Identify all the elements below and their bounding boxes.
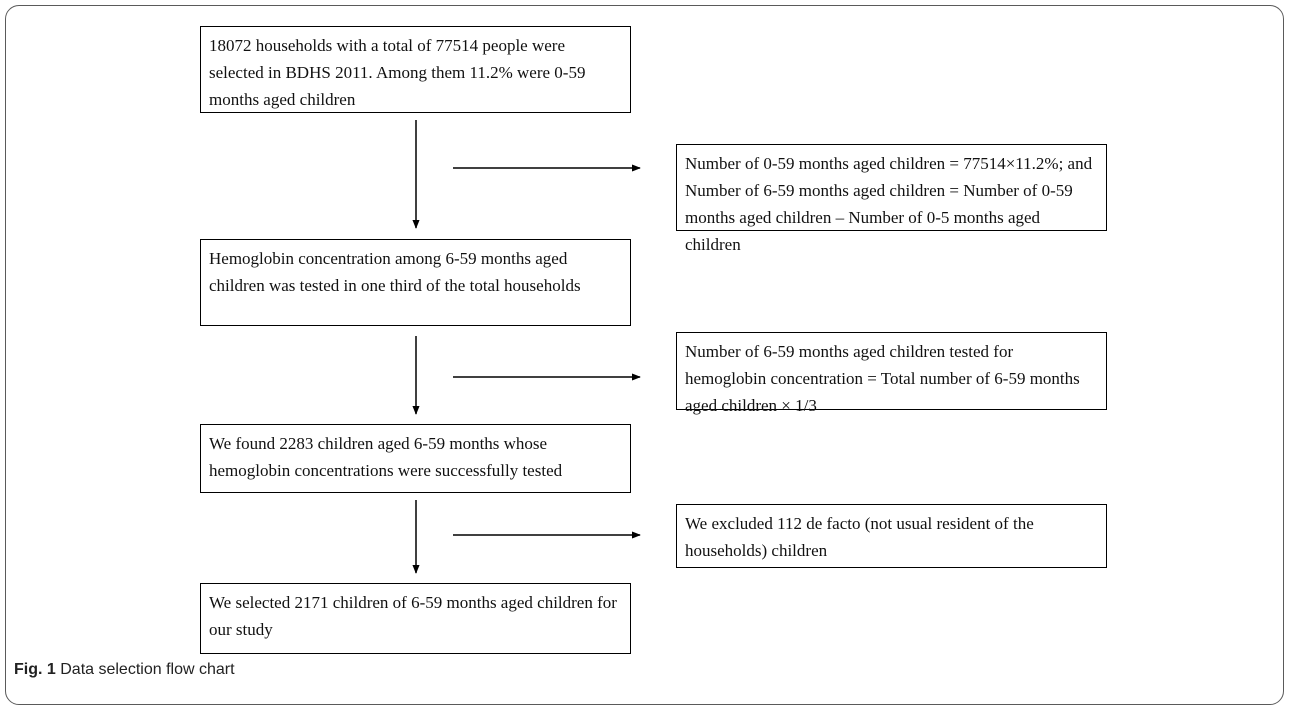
flow-box-tested-count-note: Number of 6-59 months aged children test… <box>676 332 1107 415</box>
flow-box-households: 18072 households with a total of 77514 p… <box>200 26 631 113</box>
flow-box-children-count-note-text: Number of 0-59 months aged children = 77… <box>685 154 1093 254</box>
flow-box-children-count-note: Number of 0-59 months aged children = 77… <box>676 144 1107 254</box>
flow-box-hemoglobin-tested: Hemoglobin concentration among 6-59 mont… <box>200 239 631 326</box>
flow-box-tested-count-note-text: Number of 6-59 months aged children test… <box>685 342 1080 415</box>
flow-box-hemoglobin-tested-text: Hemoglobin concentration among 6-59 mont… <box>209 249 581 295</box>
flow-box-found-children-text: We found 2283 children aged 6-59 months … <box>209 434 563 480</box>
flow-arrows <box>412 120 641 574</box>
flow-box-households-text: 18072 households with a total of 77514 p… <box>209 36 586 109</box>
flow-box-excluded: We excluded 112 de facto (not usual resi… <box>676 504 1107 568</box>
figure-caption-text: Data selection flow chart <box>60 661 235 678</box>
flow-box-selected: We selected 2171 children of 6-59 months… <box>200 583 631 654</box>
flow-box-found-children: We found 2283 children aged 6-59 months … <box>200 424 631 493</box>
figure-caption-label: Fig. 1 <box>14 661 56 678</box>
flow-box-excluded-text: We excluded 112 de facto (not usual resi… <box>685 514 1034 560</box>
flow-box-selected-text: We selected 2171 children of 6-59 months… <box>209 593 617 639</box>
figure-caption: Fig. 1 Data selection flow chart <box>14 660 235 680</box>
